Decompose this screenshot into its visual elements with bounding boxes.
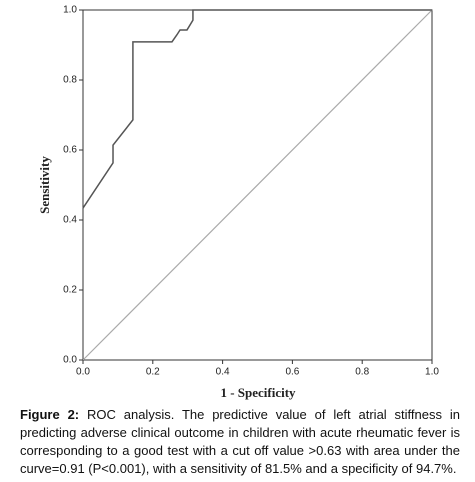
y-tick-label: 0.6 [63, 145, 77, 156]
x-tick-label: 1.0 [425, 367, 439, 378]
y-tick-label: 1.0 [63, 5, 77, 16]
x-axis-label: 1 - Specificity [220, 385, 296, 400]
reference-diagonal [82, 9, 433, 361]
y-tick-label: 0.2 [63, 285, 77, 296]
caption: Figure 2: ROC analysis. The predictive v… [20, 406, 460, 478]
caption-label: Figure 2: [20, 407, 80, 422]
x-tick-label: 0.4 [216, 367, 230, 378]
chart: 1 - Specificity Sensitivity 0.0 0.2 0.4 0.6… [37, 5, 439, 400]
y-tick-label: 0.0 [63, 355, 77, 366]
roc-curve [82, 9, 432, 209]
y-tick-label: 0.8 [63, 75, 77, 86]
x-tick-label: 0.8 [355, 367, 369, 378]
x-tick-label: 0.6 [285, 367, 299, 378]
caption-text: ROC analysis. The predictive value of le… [20, 407, 460, 476]
y-tick-label: 0.4 [63, 215, 77, 226]
y-axis-label: Sensitivity [37, 156, 52, 214]
x-tick-label: 0.2 [146, 367, 160, 378]
x-tick-label: 0.0 [76, 367, 90, 378]
